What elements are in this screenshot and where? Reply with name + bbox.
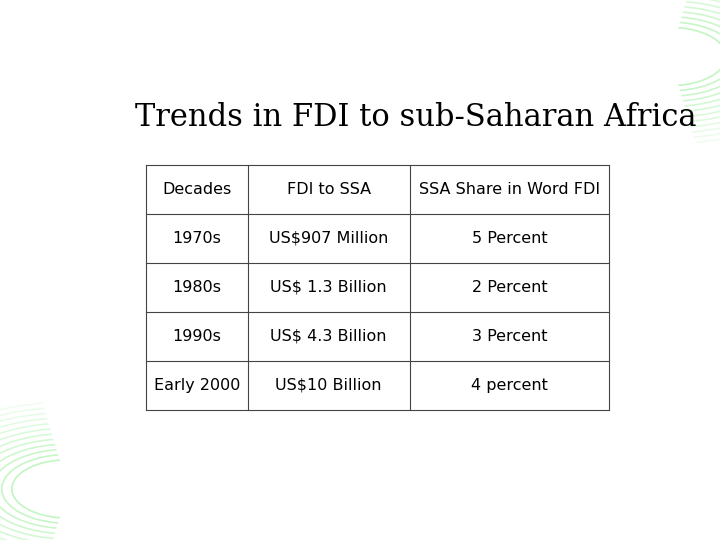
Text: SSA Share in Word FDI: SSA Share in Word FDI bbox=[419, 181, 600, 197]
Text: US$10 Billion: US$10 Billion bbox=[276, 378, 382, 393]
Text: Early 2000: Early 2000 bbox=[153, 378, 240, 393]
Text: 1990s: 1990s bbox=[172, 329, 221, 344]
Text: US$ 4.3 Billion: US$ 4.3 Billion bbox=[271, 329, 387, 344]
Text: 1970s: 1970s bbox=[172, 231, 221, 246]
Text: 3 Percent: 3 Percent bbox=[472, 329, 547, 344]
Text: 2 Percent: 2 Percent bbox=[472, 280, 547, 295]
Text: US$ 1.3 Billion: US$ 1.3 Billion bbox=[271, 280, 387, 295]
Text: US$907 Million: US$907 Million bbox=[269, 231, 388, 246]
Text: 4 percent: 4 percent bbox=[471, 378, 548, 393]
Text: FDI to SSA: FDI to SSA bbox=[287, 181, 371, 197]
Text: 5 Percent: 5 Percent bbox=[472, 231, 547, 246]
Text: Decades: Decades bbox=[162, 181, 231, 197]
Text: Trends in FDI to sub-Saharan Africa: Trends in FDI to sub-Saharan Africa bbox=[135, 102, 696, 133]
Text: 1980s: 1980s bbox=[172, 280, 221, 295]
